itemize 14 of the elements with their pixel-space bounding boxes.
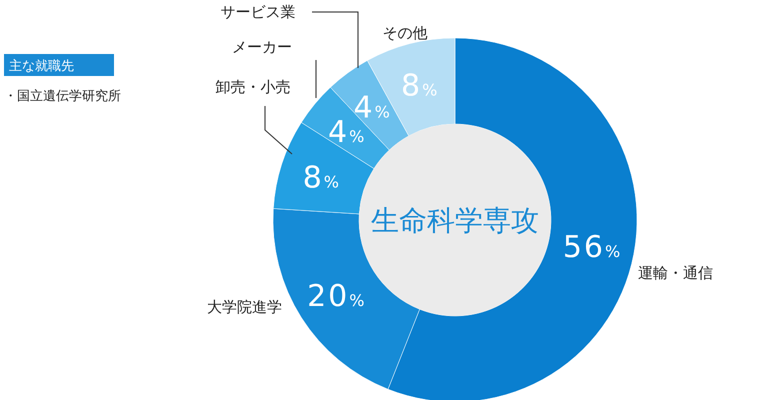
slice-label: 運輸・通信 — [638, 264, 713, 282]
slice-label: 卸売・小売 — [216, 78, 290, 96]
slice-label: サービス業 — [220, 3, 296, 21]
text: ・国立遺伝学研究所 — [4, 88, 121, 104]
data-label: 56% — [562, 230, 622, 266]
slice-label: その他 — [382, 24, 428, 42]
data-label: 8% — [302, 160, 341, 196]
data-label: 4% — [354, 90, 392, 126]
text: 主な就職先 — [9, 58, 74, 74]
data-label: 20% — [307, 279, 366, 314]
text: 生命科学専攻 — [371, 204, 539, 237]
data-label: 8% — [401, 68, 440, 104]
slice-label: 大学院進学 — [207, 298, 282, 316]
slice-label: メーカー — [232, 38, 292, 56]
